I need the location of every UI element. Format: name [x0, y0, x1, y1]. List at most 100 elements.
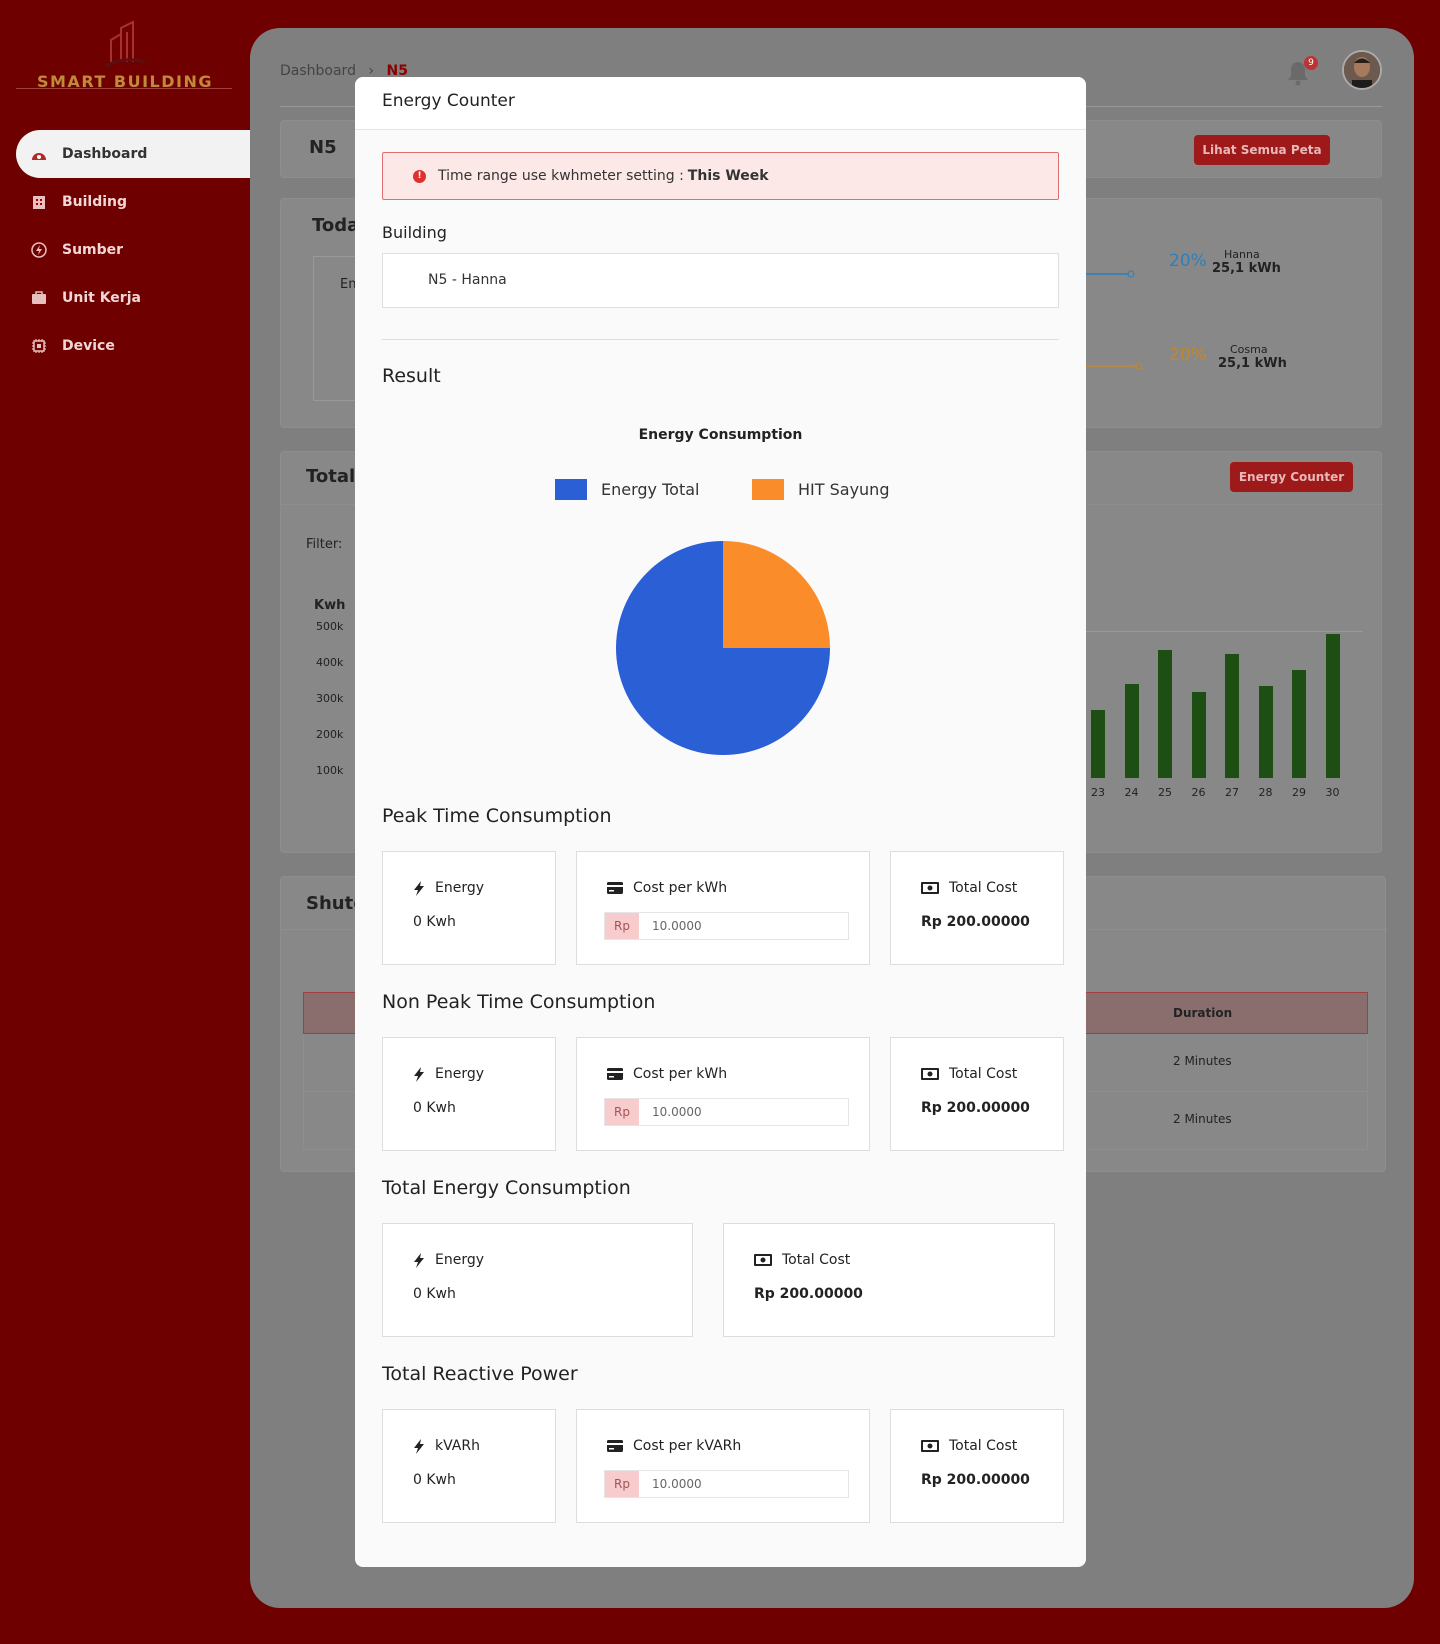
building-logo-icon [104, 20, 146, 68]
money-icon [921, 882, 939, 894]
cost-label: Cost per kWh [633, 1066, 728, 1082]
bar [1158, 650, 1172, 778]
bolt-icon [413, 1438, 425, 1454]
energy-value: 0 Kwh [413, 1286, 456, 1302]
reactive-title: Total Reactive Power [382, 1363, 578, 1385]
cost-label: Cost per kVARh [633, 1438, 742, 1454]
duration-cell: 2 Minutes [1173, 1112, 1232, 1126]
total-energy-title: Total Energy Consumption [382, 1177, 631, 1199]
y-tick: 300k [316, 692, 344, 705]
chart-title: Energy Consumption [638, 427, 803, 443]
cost-input[interactable]: 10.0000 [639, 913, 848, 939]
today-box-text: En [340, 277, 357, 292]
building-select[interactable]: N5 - Hanna [382, 253, 1059, 308]
peak-energy-card: Energy 0 Kwh [382, 851, 556, 965]
energy-value: 0 Kwh [413, 914, 456, 930]
legend-label: HIT Sayung [798, 480, 890, 499]
alert-range: This Week [687, 168, 769, 184]
today-box: En [313, 256, 373, 401]
donut-label-value: 25,1 kWh [1218, 356, 1287, 371]
energy-counter-button[interactable]: Energy Counter [1230, 462, 1353, 492]
energy-label: Energy [435, 1252, 485, 1268]
cost-input-group: Rp 10.0000 [604, 912, 849, 940]
legend-swatch [752, 479, 784, 500]
bar [1091, 710, 1105, 778]
bar [1225, 654, 1239, 778]
cost-input-group: Rp 10.0000 [604, 1098, 849, 1126]
app-name: SMART BUILDING [36, 72, 213, 91]
cost-input[interactable]: 10.0000 [639, 1471, 848, 1497]
sidebar-item-dashboard[interactable]: Dashboard [16, 130, 250, 178]
donut-label-pct: 20% [1169, 345, 1207, 365]
bolt-icon [413, 880, 425, 896]
energy-counter-modal: Energy Counter ! Time range use kwhmeter… [355, 77, 1086, 1567]
bolt-icon [413, 1252, 425, 1268]
total-cost-value: Rp 200.00000 [921, 1472, 1030, 1488]
result-title: Result [382, 365, 441, 387]
credit-card-icon [607, 1440, 623, 1452]
sidebar-item-label: Sumber [62, 242, 124, 258]
dashboard-icon [30, 145, 48, 163]
total-cost-label: Total Cost [949, 1066, 1018, 1082]
bell-icon[interactable] [1286, 60, 1310, 86]
pie-slice-hit-sayung[interactable] [723, 541, 830, 648]
briefcase-icon [30, 289, 48, 307]
total-title: Total [306, 466, 356, 487]
y-tick: 200k [316, 728, 344, 741]
x-tick-label: 30 [1325, 786, 1340, 799]
pie-chart [616, 541, 830, 755]
total-cost-value: Rp 200.00000 [921, 914, 1030, 930]
reactive-energy-card: kVARh 0 Kwh [382, 1409, 556, 1523]
breadcrumb-current: N5 [386, 63, 408, 79]
sidebar-item-unit-kerja[interactable]: Unit Kerja [0, 274, 250, 322]
sidebar-item-sumber[interactable]: Sumber [0, 226, 250, 274]
column-header-duration: Duration [1173, 1006, 1233, 1020]
building-label: Building [382, 223, 447, 242]
alert-icon: ! [413, 169, 426, 183]
sidebar-nav: Dashboard Building Sumber Unit Kerja Dev… [0, 130, 250, 370]
peak-total-cost-card: Total Cost Rp 200.00000 [890, 851, 1064, 965]
today-title: Toda [312, 215, 360, 236]
breadcrumb-root[interactable]: Dashboard [280, 63, 356, 79]
sidebar-item-building[interactable]: Building [0, 178, 250, 226]
currency-prefix: Rp [605, 913, 639, 939]
legend-swatch [555, 479, 587, 500]
total-cost-label: Total Cost [949, 1438, 1018, 1454]
app-logo[interactable]: SMART BUILDING [30, 18, 220, 91]
total-cost-value: Rp 200.00000 [921, 1100, 1030, 1116]
page-title: N5 [309, 137, 337, 158]
peak-title: Peak Time Consumption [382, 805, 612, 827]
total-energy-cost-card: Total Cost Rp 200.00000 [723, 1223, 1055, 1337]
logo-divider [16, 88, 232, 89]
shutdown-title: Shutd [306, 893, 367, 914]
sidebar-item-device[interactable]: Device [0, 322, 250, 370]
donut-label-value: 25,1 kWh [1212, 261, 1281, 276]
nonpeak-energy-card: Energy 0 Kwh [382, 1037, 556, 1151]
modal-title: Energy Counter [355, 77, 1086, 130]
cost-input[interactable]: 10.0000 [639, 1099, 848, 1125]
cost-label: Cost per kWh [633, 880, 728, 896]
credit-card-icon [607, 1068, 623, 1080]
sidebar: SMART BUILDING Dashboard Building Sumber… [0, 0, 250, 1644]
y-axis-label: Kwh [314, 598, 346, 613]
duration-cell: 2 Minutes [1173, 1054, 1232, 1068]
legend-item-hit-sayung[interactable]: HIT Sayung [752, 479, 889, 500]
total-cost-value: Rp 200.00000 [754, 1286, 863, 1302]
y-tick: 500k [316, 620, 344, 633]
y-tick: 100k [316, 764, 344, 777]
grid-line [1081, 631, 1363, 632]
reactive-total-cost-card: Total Cost Rp 200.00000 [890, 1409, 1064, 1523]
sidebar-item-label: Building [62, 194, 128, 210]
energy-value: 0 Kwh [413, 1472, 456, 1488]
notification-badge: 9 [1304, 56, 1318, 70]
pie-slice-energy-total[interactable] [616, 541, 830, 755]
legend-item-energy-total[interactable]: Energy Total [555, 479, 699, 500]
bolt-icon [413, 1066, 425, 1082]
kvarh-label: kVARh [435, 1438, 480, 1454]
x-tick-label: 26 [1191, 786, 1206, 799]
reactive-cost-card: Cost per kVARh Rp 10.0000 [576, 1409, 870, 1523]
x-tick-label: 23 [1091, 786, 1105, 799]
x-tick-label: 29 [1292, 786, 1306, 799]
avatar[interactable] [1342, 50, 1382, 90]
view-all-maps-button[interactable]: Lihat Semua Peta [1194, 135, 1330, 165]
